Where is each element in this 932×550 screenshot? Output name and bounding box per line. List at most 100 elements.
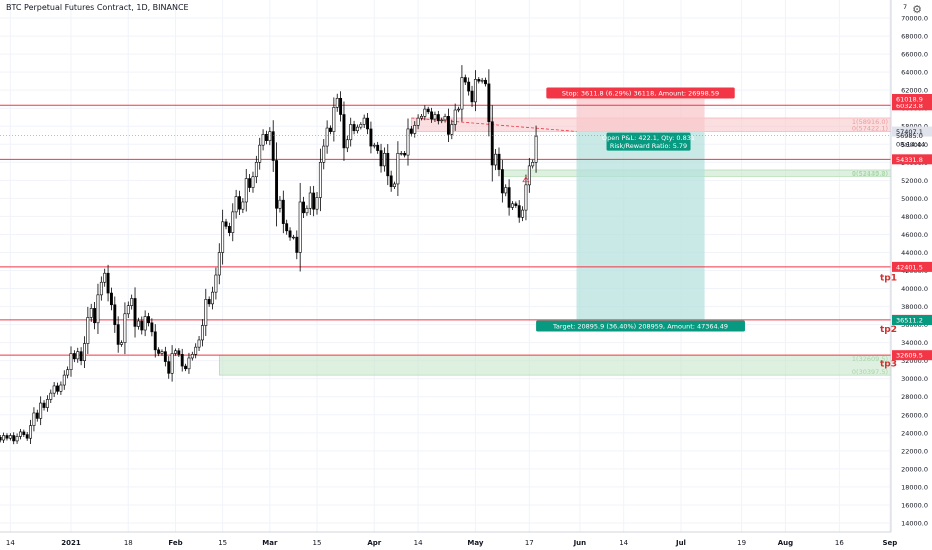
candle-body: [480, 79, 484, 82]
candle-body: [62, 374, 66, 386]
candle: [123, 302, 127, 355]
candle-body: [190, 354, 194, 359]
candle-body: [224, 221, 228, 227]
candle-body: [29, 425, 33, 439]
candle: [184, 363, 188, 372]
candle-body: [150, 322, 154, 333]
candle: [268, 127, 272, 146]
candle: [29, 419, 33, 444]
candle: [527, 157, 531, 193]
candle-body: [170, 353, 174, 374]
candle-body: [79, 351, 83, 361]
candle: [265, 130, 268, 145]
x-tick-label: Feb: [168, 539, 182, 547]
candle: [322, 139, 326, 170]
candle-body: [372, 144, 376, 147]
candle-body: [123, 313, 127, 343]
candle-body: [180, 354, 184, 367]
gear-icon[interactable]: ⚙: [912, 4, 922, 16]
candle: [305, 205, 309, 216]
candle: [32, 407, 36, 432]
candle: [170, 345, 174, 382]
candle: [440, 117, 444, 124]
candle-body: [69, 353, 73, 370]
y-tick-label: 14000.0: [901, 519, 928, 527]
overlay-layer: 60323.854331.842401.536526.332609.561018…: [0, 94, 932, 369]
candle: [214, 267, 218, 300]
countdown: 08:14:44: [896, 140, 925, 148]
y-tick-label: 30000.0: [901, 375, 928, 383]
candle: [234, 189, 238, 219]
candle-body: [342, 114, 346, 149]
candle-body: [268, 131, 272, 141]
candle-body: [413, 125, 417, 134]
y-tick-label: 38000.0: [901, 303, 928, 311]
candle-body: [5, 435, 9, 439]
candle: [79, 347, 83, 366]
y-tick-label: 64000.0: [901, 69, 928, 77]
candle-body: [99, 281, 103, 296]
candle-body: [335, 97, 339, 108]
candle: [389, 170, 393, 192]
candle: [49, 389, 53, 404]
x-tick-label: Sep: [883, 539, 898, 547]
candle-body: [106, 272, 110, 294]
candle-body: [477, 79, 481, 82]
candle: [298, 182, 302, 272]
x-tick-label: Mar: [262, 539, 278, 547]
candle: [163, 346, 167, 367]
candle: [497, 147, 501, 177]
price-badge: 60323.8: [896, 102, 923, 110]
target-label-bg: [536, 320, 745, 332]
candle: [153, 324, 157, 358]
candle: [89, 303, 93, 322]
candle-body: [56, 385, 59, 392]
candle: [116, 316, 120, 353]
candle: [42, 400, 46, 411]
candle-body: [524, 184, 528, 211]
candle: [457, 106, 460, 113]
candle-body: [433, 114, 437, 120]
candle: [446, 108, 450, 143]
zone-label-bottom: 0(52433.2): [852, 169, 888, 177]
candle-body: [76, 351, 80, 360]
candle: [484, 77, 487, 87]
candle-body: [473, 79, 477, 103]
candle: [453, 103, 457, 131]
candle-body: [379, 150, 383, 167]
y-top-label: 7: [903, 3, 907, 11]
candle: [35, 409, 39, 422]
candle: [534, 125, 538, 173]
x-tick-label: 18: [124, 539, 133, 547]
candle-body: [406, 128, 410, 156]
y-tick-label: 44000.0: [901, 249, 928, 257]
candle: [463, 74, 467, 85]
y-tick-label: 16000.0: [901, 501, 928, 509]
price-badge-bg: [892, 315, 932, 326]
candle-body: [369, 128, 373, 147]
candle: [160, 349, 164, 356]
candle: [500, 159, 504, 203]
candle: [504, 184, 508, 197]
candle-body: [35, 412, 39, 419]
candle: [59, 381, 63, 395]
candle: [295, 230, 299, 260]
candle: [369, 121, 373, 154]
candle-body: [362, 117, 366, 125]
candle-body: [527, 165, 531, 186]
candle-body: [278, 199, 282, 209]
candle: [244, 168, 248, 212]
candle: [477, 77, 481, 84]
candle: [224, 218, 228, 230]
candle: [187, 352, 191, 374]
y-tick-label: 50000.0: [901, 195, 928, 203]
candle: [345, 135, 349, 153]
x-tick-label: 19: [737, 539, 746, 547]
candle: [335, 93, 339, 112]
candle: [362, 114, 366, 128]
candle: [393, 181, 396, 189]
candle-body: [147, 316, 150, 324]
candle-body: [211, 291, 214, 305]
price-badge-bg: [892, 100, 932, 111]
